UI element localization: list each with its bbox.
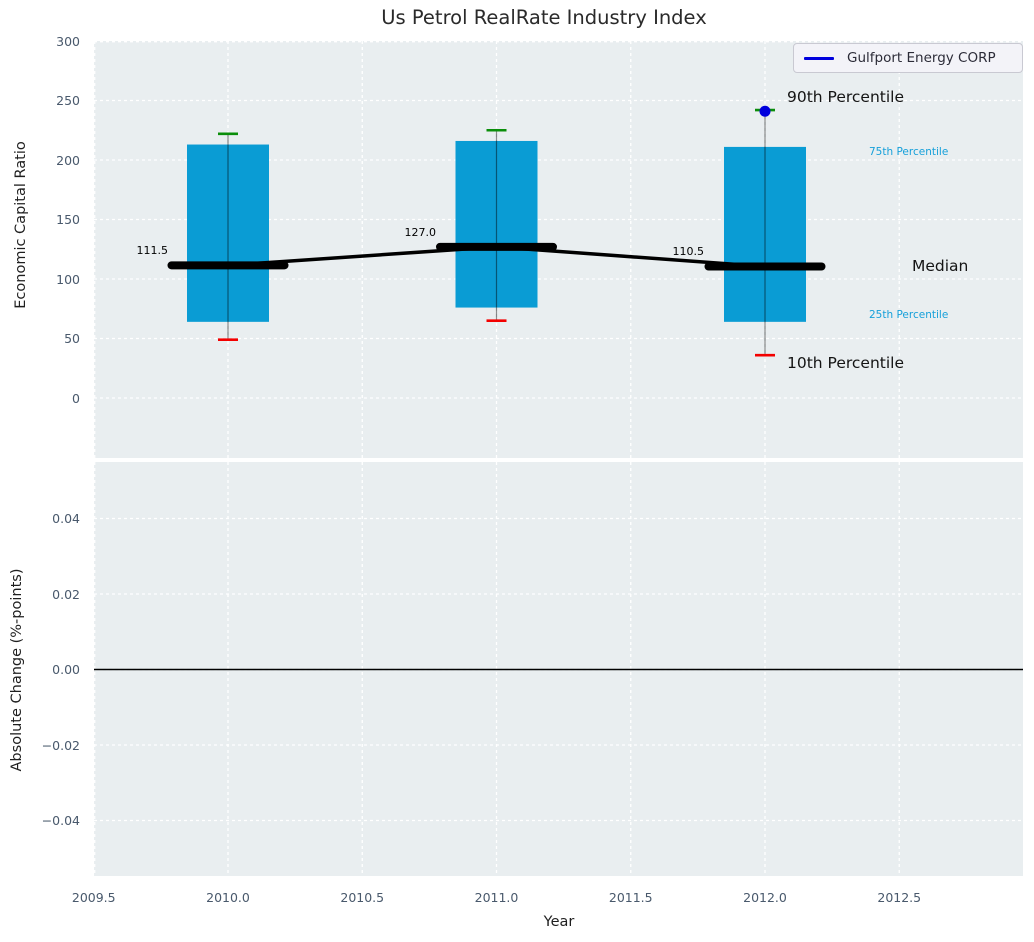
y-tick-label-bottom: 0.02 xyxy=(52,586,80,602)
box-iqr xyxy=(455,140,538,308)
x-axis-label: Year xyxy=(543,914,575,930)
x-tick-label: 2012.0 xyxy=(743,890,787,905)
x-tick-label: 2011.5 xyxy=(608,890,653,905)
y-axis-label-top: Economic Capital Ratio xyxy=(13,141,29,309)
median-value-label-2011: 127.0 xyxy=(404,226,437,239)
y-tick-label-top: 300 xyxy=(56,33,80,49)
box-iqr xyxy=(724,146,806,322)
legend-series-label: Gulfport Energy CORP xyxy=(847,50,996,66)
annotation-10th-percentile: 10th Percentile xyxy=(787,354,905,372)
y-tick-label-top: 200 xyxy=(56,152,80,168)
box-iqr xyxy=(187,144,269,322)
x-tick-label: 2012.5 xyxy=(877,890,922,905)
y-axis-label-bottom: Absolute Change (%-points) xyxy=(9,568,25,772)
company-point xyxy=(759,105,771,117)
y-tick-label-bottom: −0.02 xyxy=(41,737,80,753)
x-tick-label: 2009.5 xyxy=(71,890,116,905)
median-value-label-2010: 111.5 xyxy=(136,244,169,257)
y-tick-label-top: 250 xyxy=(56,93,80,108)
y-tick-label-top: 150 xyxy=(56,212,80,227)
y-tick-label-top: 0 xyxy=(72,390,80,406)
x-tick-label: 2010.5 xyxy=(340,890,385,905)
y-tick-label-top: 50 xyxy=(64,331,80,346)
chart-title: Us Petrol RealRate Industry Index xyxy=(381,6,707,29)
y-tick-label-bottom: 0.00 xyxy=(52,662,80,677)
annotation-25th-percentile: 25th Percentile xyxy=(869,309,949,321)
median-value-label-2012: 110.5 xyxy=(672,245,705,258)
legend: Gulfport Energy CORP xyxy=(793,43,1023,73)
y-tick-label-bottom: −0.04 xyxy=(41,813,80,828)
annotation-75th-percentile: 75th Percentile xyxy=(869,146,949,158)
x-tick-label: 2011.0 xyxy=(474,890,519,905)
annotation-90th-percentile: 90th Percentile xyxy=(787,88,905,106)
y-tick-label-top: 100 xyxy=(56,271,80,287)
legend-line-swatch xyxy=(804,56,834,60)
annotation-median: Median xyxy=(912,257,969,275)
y-tick-label-bottom: 0.04 xyxy=(52,511,80,526)
x-tick-label: 2010.0 xyxy=(206,890,250,905)
